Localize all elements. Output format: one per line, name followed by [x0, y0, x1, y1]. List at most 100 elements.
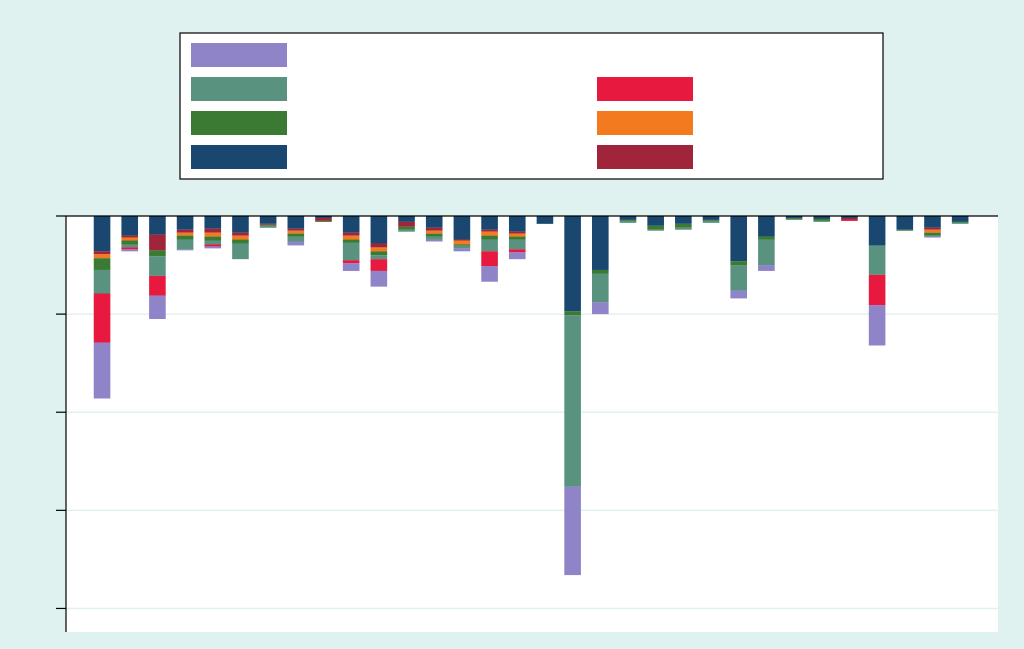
bar-segment [342, 216, 360, 233]
bar-segment [287, 216, 305, 229]
bar-segment [287, 228, 305, 231]
bar-segment [924, 216, 941, 228]
bar-segment [232, 216, 249, 233]
bar-segment [425, 239, 443, 242]
bar-segment [425, 216, 443, 228]
bar-segment [149, 216, 166, 235]
bar-segment [619, 220, 637, 223]
bar-segment [315, 216, 332, 218]
bar-segment [508, 216, 526, 232]
bar-segment [370, 251, 388, 256]
bar-segment [370, 247, 388, 252]
bar-segment [398, 221, 415, 227]
bar-segment [813, 218, 831, 221]
bar-segment [647, 216, 664, 226]
bar-segment [730, 216, 748, 262]
bar-segment [287, 233, 305, 237]
bar-segment [481, 229, 498, 232]
bar-segment [868, 305, 886, 346]
bar-segment [342, 260, 360, 264]
bar-segment [785, 217, 803, 219]
bar-segment [868, 245, 886, 275]
bar-segment [176, 239, 194, 250]
bar-segment [591, 273, 609, 303]
bar-segment [453, 244, 471, 246]
bar-segment [868, 216, 886, 246]
bar-segment [232, 243, 249, 260]
bar-segment [453, 239, 471, 241]
bar-segment [259, 225, 277, 228]
legend-swatch [191, 145, 287, 169]
bar-segment [508, 252, 526, 260]
bar-segment [758, 216, 775, 237]
bar-segment [730, 265, 748, 291]
bar-segment [93, 216, 111, 252]
bar-segment [204, 236, 222, 241]
bar-segment [841, 216, 858, 218]
bar-segment [702, 220, 720, 223]
bar-segment [370, 259, 388, 271]
bar-segment [481, 235, 498, 240]
bar-segment [176, 235, 194, 240]
bar-segment [896, 229, 914, 231]
bar-segment [121, 244, 139, 248]
legend-swatch [191, 111, 287, 135]
bar-segment [924, 227, 941, 230]
bar-segment [924, 229, 941, 233]
bar-segment [564, 216, 581, 312]
bar-segment [813, 220, 831, 222]
bar-segment [508, 249, 526, 253]
bar-segment [453, 216, 471, 240]
bar-segment [508, 239, 526, 250]
bar-segment [121, 249, 139, 252]
bar-segment [591, 269, 609, 274]
bar-segment [204, 232, 222, 237]
bar-segment [813, 216, 831, 219]
bar-segment [315, 217, 332, 221]
bar-segment [536, 216, 554, 224]
bar-segment [342, 235, 360, 240]
bar-segment [453, 245, 471, 249]
bar-segment [564, 311, 581, 316]
bar-segment [232, 239, 249, 244]
bar-segment [398, 216, 415, 222]
bar-segment [315, 220, 332, 222]
bar-segment [619, 219, 637, 221]
bar-segment [924, 236, 941, 238]
bar-segment [481, 251, 498, 267]
bar-segment [730, 261, 748, 266]
bar-segment [149, 295, 166, 320]
bar-segment [675, 223, 692, 228]
bar-segment [93, 258, 111, 270]
bar-segment [647, 225, 664, 230]
bar-segment [675, 216, 692, 224]
bar-segment [591, 302, 609, 315]
bar-segment [425, 233, 443, 237]
bar-segment [951, 221, 969, 223]
bar-segment [398, 226, 415, 230]
bar-segment [259, 216, 277, 224]
bar-segment [758, 239, 775, 266]
bar-segment [481, 266, 498, 282]
bar-segment [425, 236, 443, 240]
bar-segment [370, 255, 388, 260]
bar-segment [758, 236, 775, 240]
bar-segment [204, 246, 222, 249]
bar-segment [93, 254, 111, 259]
bar-segment [232, 232, 249, 236]
plot-area [66, 216, 998, 632]
bar-segment [785, 218, 803, 220]
bar-segment [342, 242, 360, 261]
bar-segment [121, 247, 139, 250]
bar-segment [675, 227, 692, 230]
bar-segment [453, 248, 471, 252]
bar-segment [287, 236, 305, 242]
bar-segment [758, 265, 775, 271]
bar-segment [508, 231, 526, 234]
bar-segment [121, 235, 139, 238]
bar-segment [370, 243, 388, 248]
bar-segment [93, 293, 111, 343]
legend-swatch [191, 77, 287, 101]
bar-segment [176, 249, 194, 251]
